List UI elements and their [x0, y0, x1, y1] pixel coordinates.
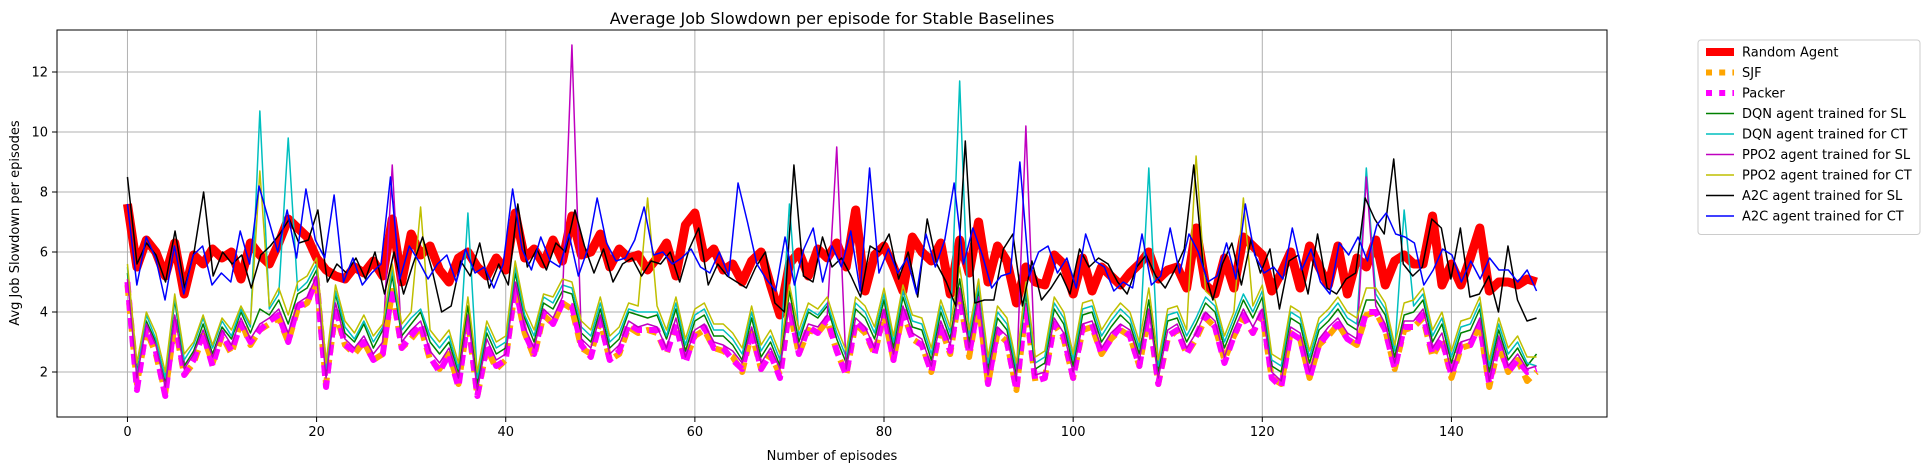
x-tick-label: 120 [1250, 425, 1275, 440]
legend-entry-label: DQN agent trained for SL [1742, 107, 1907, 122]
legend: Random Agent SJF Packer DQN agent trained f… [1697, 39, 1921, 235]
x-axis-label: Number of episodes [767, 449, 898, 464]
x-tick-label: 80 [876, 425, 893, 440]
x-tick-label: 0 [123, 425, 131, 440]
legend-entry-label: A2C agent trained for CT [1742, 210, 1904, 225]
plot-area [122, 44, 1539, 399]
y-tick-label: 8 [40, 186, 48, 201]
legend-entry-label: PPO2 agent trained for CT [1742, 169, 1912, 184]
legend-entry-label: A2C agent trained for SL [1742, 189, 1903, 204]
y-axis-label: Avg Job Slowdown per episodes [8, 120, 23, 326]
series-line-6 [126, 44, 1537, 391]
y-tick-label: 6 [40, 246, 48, 261]
y-tick-label: 12 [31, 66, 48, 81]
legend-box [1697, 39, 1921, 235]
plot-frame [56, 29, 1608, 418]
series-line-9 [126, 161, 1538, 301]
legend-entry-label: DQN agent trained for CT [1742, 128, 1908, 143]
series-line-7 [126, 155, 1537, 373]
series-line-3 [124, 276, 1538, 399]
chart-title: Average Job Slowdown per episode for Sta… [610, 9, 1055, 28]
x-tick-label: 100 [1061, 425, 1086, 440]
legend-entry-label: PPO2 agent trained for SL [1742, 148, 1911, 163]
legend-entry-label: Packer [1742, 87, 1785, 102]
series-line-4 [126, 269, 1538, 385]
series-line-5 [126, 80, 1537, 379]
legend-entry-label: Random Agent [1742, 46, 1838, 61]
legend-entry-label: SJF [1742, 66, 1762, 81]
x-tick-label: 140 [1439, 425, 1464, 440]
x-tick-label: 20 [308, 425, 325, 440]
x-tick-label: 40 [497, 425, 514, 440]
y-tick-label: 2 [40, 366, 48, 381]
axes: 0 20 40 60 80 100 120 140 2 4 6 8 10 12 [31, 66, 1463, 441]
x-tick-label: 60 [687, 425, 704, 440]
y-tick-label: 10 [31, 126, 48, 141]
y-tick-label: 4 [40, 306, 48, 321]
